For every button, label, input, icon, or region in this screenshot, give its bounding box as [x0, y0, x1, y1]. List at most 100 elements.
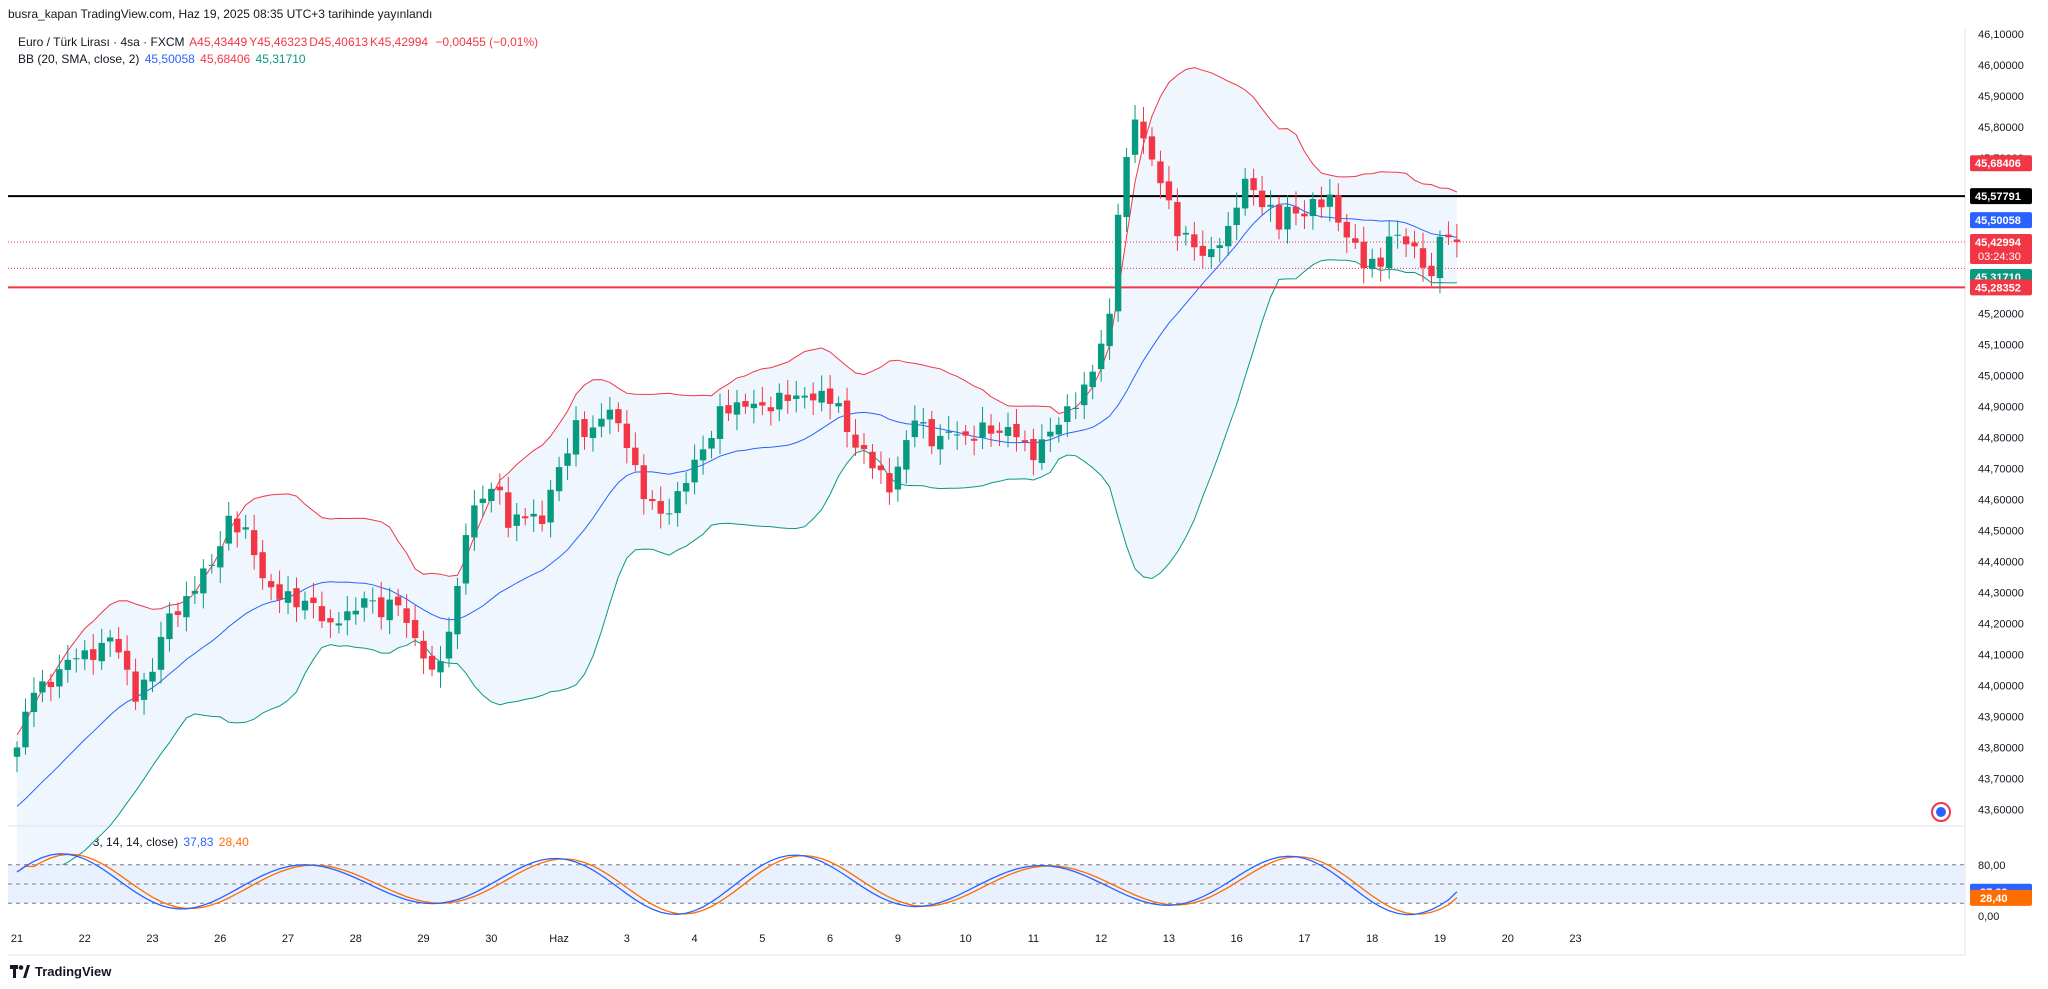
candle-body: [937, 435, 944, 450]
candle: [106, 629, 114, 657]
candle-body: [784, 394, 791, 401]
candle: [335, 612, 343, 634]
time-tick-label: 12: [1095, 933, 1107, 945]
candle: [691, 444, 698, 495]
candle: [598, 403, 605, 438]
support-tag-text: 45,28352: [1975, 282, 2021, 294]
candle-body: [394, 596, 402, 606]
candle: [22, 698, 29, 755]
candle-body: [149, 671, 156, 682]
candle: [649, 490, 656, 510]
candle-body: [1394, 234, 1401, 236]
candle-body: [623, 423, 631, 449]
symbol-line: Euro / Türk Lirası · 4sa · FXCM A45,4344…: [18, 35, 540, 49]
price-tick-label: 44,60000: [1978, 494, 2024, 506]
candle: [1072, 392, 1079, 420]
time-tick-label: 18: [1366, 933, 1378, 945]
candle: [674, 481, 681, 527]
candle: [471, 489, 478, 551]
candle: [1165, 166, 1173, 210]
candle: [1114, 203, 1122, 322]
resistance-tag: 45,57791: [1970, 188, 2032, 205]
candle-body: [106, 637, 114, 642]
stoch-k-value: 37,83: [183, 835, 214, 849]
stoch-d-tag-text: 28,40: [1980, 893, 2008, 905]
candle: [1140, 106, 1147, 154]
candle: [1199, 230, 1206, 269]
candle: [1097, 330, 1105, 382]
time-tick-label: 6: [827, 933, 833, 945]
candle: [411, 604, 419, 647]
candle-body: [682, 482, 690, 492]
candle-body: [987, 425, 995, 434]
candle-body: [64, 659, 72, 670]
candle: [632, 432, 639, 472]
price-tick-label: 43,70000: [1978, 773, 2024, 785]
candle-body: [598, 418, 605, 427]
candle: [208, 554, 216, 574]
candle: [394, 588, 402, 616]
stoch-tick-label: 80,00: [1978, 860, 2006, 872]
candle-body: [361, 598, 368, 608]
candle-body: [945, 431, 952, 433]
candle: [140, 672, 148, 715]
time-tick-label: 19: [1434, 933, 1446, 945]
candle-body: [522, 516, 529, 519]
support-tag: 45,28352: [1970, 279, 2032, 296]
candle: [250, 514, 258, 570]
alert-icon[interactable]: [1931, 802, 1951, 822]
axes: 46,1000046,0000045,9000045,8000045,70000…: [11, 29, 2024, 945]
bb-legend[interactable]: BB (20, SMA, close, 2) 45,50058 45,68406…: [18, 52, 308, 66]
candle: [886, 457, 893, 505]
resistance-tag-bg: [1970, 188, 2032, 205]
candle: [39, 669, 46, 703]
candle: [564, 438, 571, 480]
last-price-tag-text: 45,42994: [1975, 237, 2022, 249]
stoch-k-line: [16, 853, 1458, 916]
price-tick-label: 44,50000: [1978, 525, 2024, 537]
candle: [166, 602, 173, 652]
candle-body: [1309, 199, 1317, 217]
candle: [1004, 412, 1012, 448]
candle-body: [877, 465, 885, 471]
stoch-d-tag: 28,40: [1970, 889, 2032, 906]
last-price-tag-countdown: 03:24:30: [1978, 251, 2021, 263]
candle-body: [1292, 206, 1300, 214]
candle-body: [293, 588, 300, 608]
bb-title: BB (20, SMA, close, 2): [18, 52, 140, 66]
candle: [1148, 127, 1156, 167]
price-tick-label: 45,00000: [1978, 370, 2024, 382]
candle-body: [649, 499, 656, 502]
candle-body: [1140, 121, 1147, 139]
tradingview-logo[interactable]: TradingView: [10, 964, 111, 979]
candle: [428, 645, 436, 677]
candle-body: [437, 661, 444, 673]
ohlc-D: D45,40613: [309, 35, 368, 49]
candle: [73, 648, 80, 673]
bollinger-fill: [17, 67, 1457, 878]
candle: [505, 476, 512, 538]
candle-body: [1385, 236, 1393, 269]
candle: [793, 380, 800, 413]
candle-body: [369, 600, 376, 602]
candle-body: [242, 527, 249, 530]
candle: [352, 597, 359, 625]
candle: [996, 422, 1003, 447]
price-tick-label: 44,90000: [1978, 401, 2024, 413]
candle: [234, 511, 241, 548]
symbol-name[interactable]: Euro / Türk Lirası · 4sa · FXCM: [18, 35, 185, 49]
candle: [903, 430, 910, 484]
bb-upper-tag-bg: [1970, 155, 2032, 172]
candle-body: [606, 409, 614, 420]
candle-body: [1411, 242, 1418, 247]
stoch-d-line: [16, 853, 1458, 915]
candle-body: [809, 393, 817, 401]
candle: [1013, 409, 1020, 452]
bb-lower-line: [16, 259, 1457, 879]
price-tick-label: 44,10000: [1978, 649, 2024, 661]
candle-body: [843, 400, 851, 433]
candle: [970, 425, 978, 456]
candle-body: [632, 447, 639, 466]
candle-body: [1352, 238, 1359, 243]
